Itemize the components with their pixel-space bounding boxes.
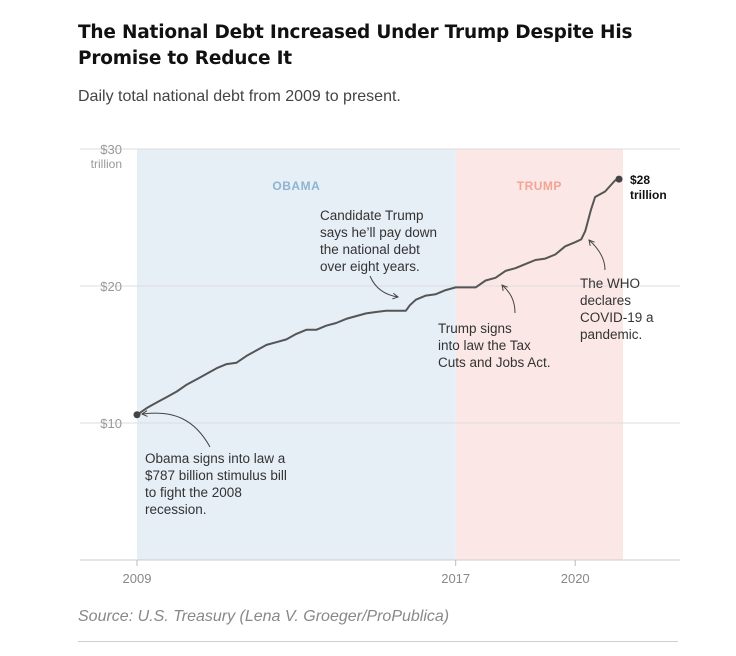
annotation-covid-line: declares: [580, 293, 631, 308]
y-tick-label: $30: [100, 142, 122, 157]
region-trump-label: TRUMP: [517, 179, 562, 193]
annotation-candidate-trump-line: over eight years.: [320, 259, 420, 274]
chart-title: The National Debt Increased Under Trump …: [78, 22, 633, 69]
end-value-label: $28: [630, 173, 650, 187]
arrow-covid-head: [588, 239, 595, 246]
annotation-obama-stimulus-line: $787 billion stimulus bill: [145, 468, 287, 483]
start-point: [133, 411, 141, 419]
arrow-obama-stimulus-head: [140, 410, 148, 417]
y-tick-unit: trillion: [91, 157, 122, 171]
arrow-tax-cuts-head: [501, 284, 508, 291]
annotation-covid-line: COVID-19 a: [580, 310, 654, 325]
x-tick-label: 2017: [441, 571, 470, 586]
annotation-obama-stimulus-line: recession.: [145, 502, 207, 517]
annotation-obama-stimulus-line: to fight the 2008: [145, 485, 242, 500]
annotation-tax-cuts-line: Trump signs: [438, 321, 512, 336]
x-tick-label: 2020: [561, 571, 590, 586]
arrow-obama-stimulus: [141, 412, 211, 448]
chart-subtitle: Daily total national debt from 2009 to p…: [78, 88, 401, 105]
footer-divider: [78, 641, 678, 642]
y-tick-label: $10: [100, 416, 122, 431]
x-tick-label: 2009: [123, 571, 152, 586]
region-obama-band: [137, 149, 456, 560]
end-point: [615, 175, 623, 183]
arrow-covid: [588, 239, 606, 271]
annotation-tax-cuts-line: into law the Tax: [438, 338, 531, 353]
arrow-candidate-trump: [369, 275, 399, 298]
annotation-candidate-trump-line: says he’ll pay down: [320, 225, 437, 240]
annotation-tax-cuts-line: Cuts and Jobs Act.: [438, 355, 551, 370]
annotation-obama-stimulus-line: Obama signs into law a: [145, 451, 286, 466]
region-trump-band: [455, 149, 623, 560]
debt-line: [136, 178, 620, 416]
arrow-candidate-trump-head: [392, 292, 400, 300]
arrow-tax-cuts: [501, 284, 516, 314]
annotation-candidate-trump-line: the national debt: [320, 242, 420, 257]
annotation-covid-line: The WHO: [580, 276, 640, 291]
annotation-candidate-trump-line: Candidate Trump: [320, 208, 424, 223]
annotation-covid-line: pandemic.: [580, 327, 642, 342]
end-value-unit: trillion: [630, 188, 667, 202]
y-tick-label: $20: [100, 279, 122, 294]
region-obama-label: OBAMA: [272, 179, 320, 193]
source-credit: Source: U.S. Treasury (Lena V. Groeger/P…: [78, 608, 450, 625]
